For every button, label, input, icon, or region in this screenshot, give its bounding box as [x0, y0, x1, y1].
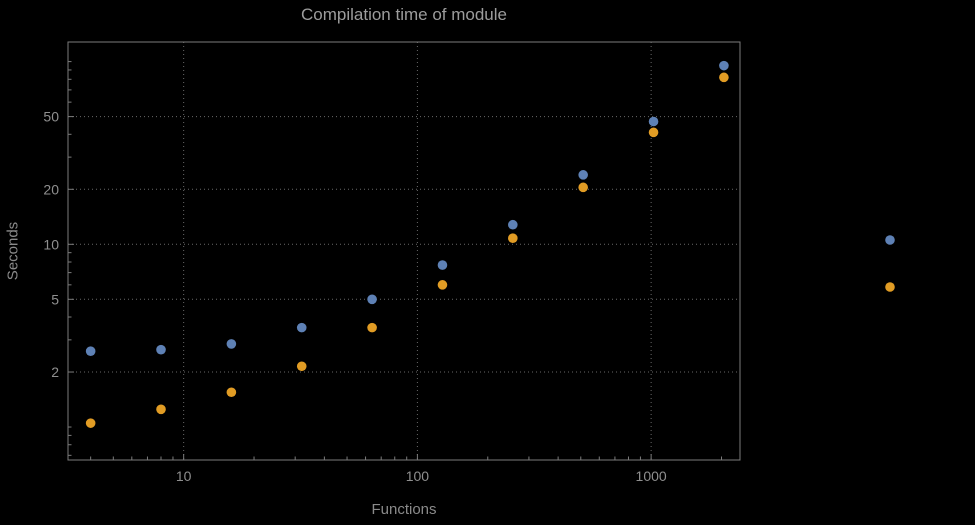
x-axis-label: Functions [371, 501, 437, 518]
data-point-series-1 [719, 60, 729, 71]
y-tick-label: 10 [43, 236, 59, 252]
data-point-series-1 [648, 116, 659, 127]
data-point-series-1 [508, 219, 518, 230]
data-point-series-2 [156, 404, 166, 415]
x-tick-label: 100 [406, 468, 430, 484]
data-point-series-2 [578, 182, 588, 193]
legend-marker-series-2 [885, 282, 895, 292]
data-point-series-1 [226, 339, 237, 349]
data-point-series-2 [85, 418, 96, 428]
data-point-series-2 [296, 361, 307, 372]
data-point-series-2 [719, 72, 729, 83]
plot-frame [67, 41, 741, 461]
y-tick-label: 50 [43, 109, 59, 125]
y-axis-label: Seconds [4, 221, 22, 281]
data-point-series-2 [226, 387, 237, 398]
data-point-series-2 [508, 233, 518, 244]
x-tick-label: 10 [176, 468, 192, 484]
data-point-series-1 [85, 346, 96, 357]
y-tick-label: 20 [43, 181, 59, 197]
data-point-series-1 [296, 322, 307, 333]
chart-title: Compilation time of module [301, 5, 507, 24]
y-tick-label: 5 [51, 291, 59, 307]
legend-marker-series-1 [885, 235, 895, 245]
y-tick-label: 2 [51, 364, 59, 380]
data-point-series-2 [648, 127, 659, 138]
data-point-series-2 [367, 322, 377, 333]
data-point-series-2 [437, 280, 448, 290]
data-point-series-1 [156, 344, 166, 355]
data-point-series-1 [437, 260, 448, 270]
x-tick-label: 1000 [636, 468, 667, 484]
data-point-series-1 [578, 170, 588, 180]
data-point-series-1 [367, 294, 377, 305]
